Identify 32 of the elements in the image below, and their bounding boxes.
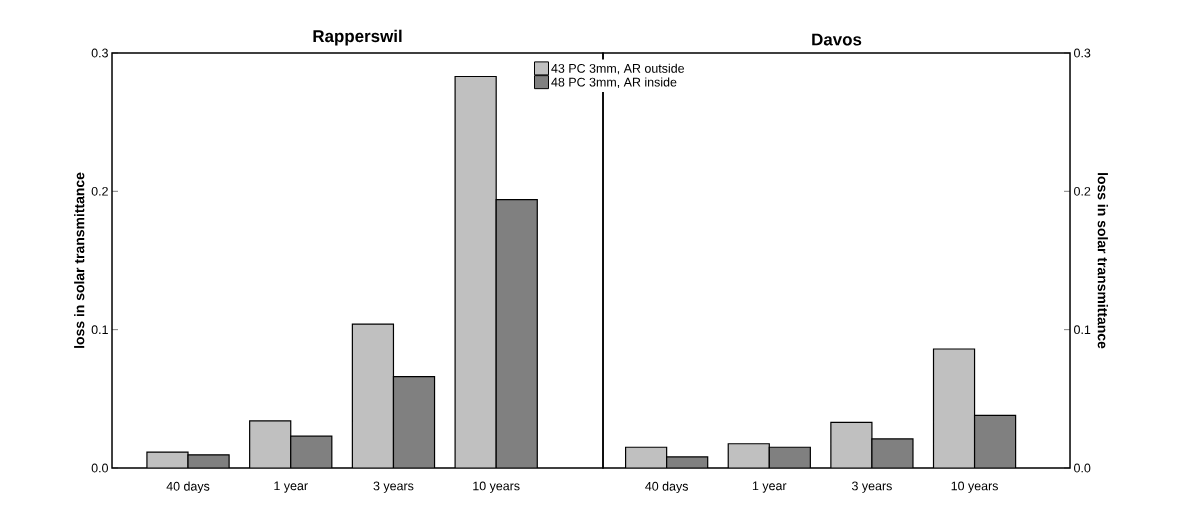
x-tick-label: 1 year [274, 481, 308, 493]
bar [973, 414, 1017, 468]
x-tick-label: 10 years [951, 481, 998, 493]
chart-title: Rapperswil [313, 29, 402, 46]
x-tick-label: 3 years [373, 481, 414, 493]
chart-title: Davos [812, 33, 862, 46]
y-tick-label: 0.0 [91, 463, 108, 473]
x-tick-label: 1 year [752, 481, 787, 493]
bar [830, 422, 872, 468]
y-tick-label: 0.1 [1074, 325, 1091, 335]
bar [290, 436, 332, 468]
bar [454, 75, 497, 468]
bar [728, 443, 770, 468]
y-tick-label: 0.0 [1074, 463, 1091, 473]
x-tick-label: 3 years [851, 481, 892, 493]
legend-label: 43 PC 3mm, AR outside [551, 63, 685, 75]
y-tick-label: 0.3 [91, 48, 108, 58]
y-tick-label: 0.3 [1074, 48, 1091, 58]
bar [932, 348, 976, 468]
bar [495, 199, 538, 468]
legend-label: 48 PC 3mm, AR inside [551, 77, 677, 89]
x-tick-label: 10 years [473, 481, 520, 493]
x-tick-label: 40 days [645, 481, 688, 494]
bar [249, 420, 291, 468]
x-tick-label: 40 days [166, 481, 210, 494]
y-tick-label: 0.1 [91, 325, 108, 335]
bar [352, 324, 394, 468]
bar [393, 376, 435, 468]
y-tick-label: 0.2 [1074, 186, 1091, 196]
y-axis-title: loss in solar transmittance [1097, 173, 1108, 349]
y-axis-title: loss in solar transmittance [74, 172, 85, 348]
y-tick-label: 0.2 [91, 186, 108, 196]
